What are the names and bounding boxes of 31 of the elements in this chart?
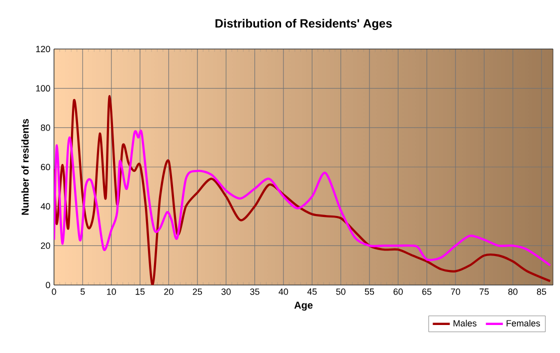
y-tick-label: 100	[36, 85, 50, 92]
x-axis-title: Age	[294, 302, 313, 311]
chart-title: Distribution of Residents' Ages	[216, 18, 392, 30]
y-tick-label: 40	[40, 203, 50, 210]
x-tick-label: 75	[480, 288, 489, 295]
x-tick-label: 65	[422, 288, 432, 295]
y-tick-label: 80	[40, 124, 50, 131]
y-tick-label: 0	[46, 282, 50, 288]
y-axis-title: Number of residents	[21, 118, 29, 215]
x-tick-label: 85	[536, 288, 546, 295]
x-tick-label: 50	[336, 288, 346, 295]
x-tick-label: 15	[136, 288, 145, 295]
x-tick-label: 60	[394, 288, 403, 295]
x-tick-label: 0	[52, 288, 56, 295]
x-tick-label: 10	[107, 288, 116, 295]
x-tick-label: 25	[192, 288, 202, 295]
x-tick-label: 20	[164, 288, 174, 295]
y-tick-label: 60	[40, 164, 50, 170]
x-tick-label: 5	[80, 288, 85, 295]
x-tick-label: 55	[364, 288, 374, 295]
x-tick-label: 35	[250, 288, 260, 295]
y-tick-label: 20	[40, 242, 50, 249]
legend-label: Males	[454, 320, 476, 326]
x-tick-label: 80	[508, 288, 518, 295]
x-tick-label: 70	[450, 288, 460, 295]
legend-label: Females	[506, 320, 540, 326]
x-tick-label: 45	[307, 288, 317, 295]
x-tick-label: 30	[221, 288, 231, 295]
line-series	[54, 95, 552, 285]
x-tick-label: 40	[278, 288, 288, 295]
y-tick-label: 120	[36, 46, 50, 52]
